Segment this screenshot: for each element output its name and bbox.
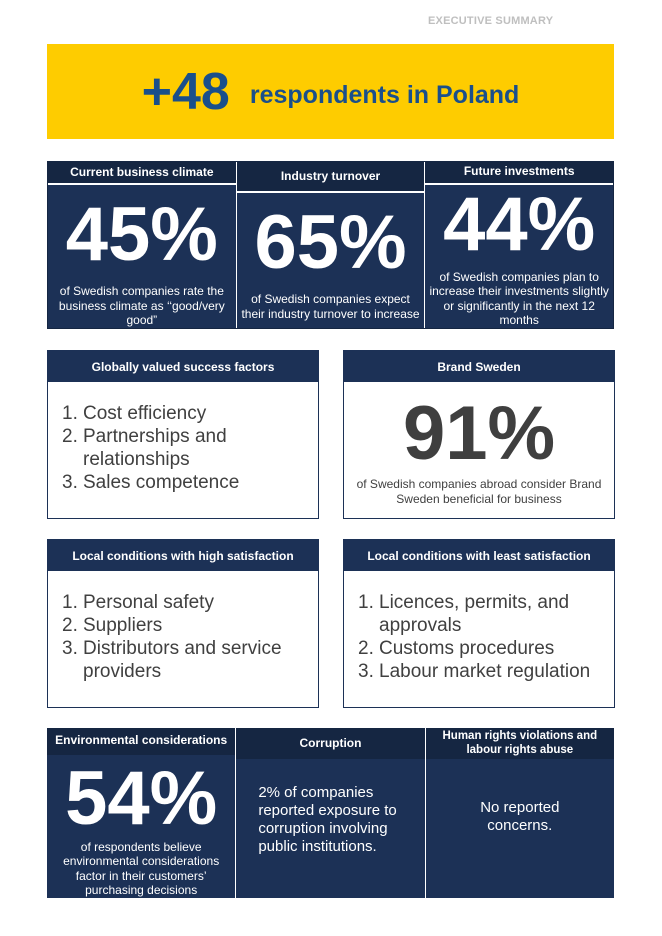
list-item: 3. Labour market regulation	[358, 661, 591, 682]
section-label: EXECUTIVE SUMMARY	[428, 15, 554, 27]
success-factors-list: 1. Cost efficiency 2. Partnerships and rel…	[48, 382, 318, 494]
success-factors-box: Globally valued success factors 1. Cost e…	[47, 350, 319, 519]
stat-value: 65%	[254, 200, 407, 285]
brand-description: of Swedish companies abroad consider Bra…	[356, 477, 602, 506]
panel-title: Environmental considerations	[47, 728, 236, 755]
box-title: Local conditions with high satisfaction	[48, 540, 318, 571]
box-title: Local conditions with least satisfaction	[344, 540, 614, 571]
brand-value: 91%	[402, 391, 556, 476]
list-item: 1. Licences, permits, and approvals	[358, 592, 570, 636]
stat-title: Industry turnover	[236, 162, 425, 193]
list-item: 3. Distributors and service providers	[62, 638, 282, 682]
human-rights: Human rights violations and labour right…	[424, 728, 614, 898]
respondents-banner: +48 respondents in Poland	[47, 44, 614, 139]
list-item: 2. Suppliers	[62, 615, 163, 636]
stat-title: Current business climate	[48, 162, 236, 186]
respondents-text: respondents in Poland	[249, 81, 520, 109]
least-satisfaction-list: 1. Licences, permits, and approvals 2. Cus…	[344, 571, 614, 683]
box-title: Brand Sweden	[344, 351, 614, 382]
brand-sweden-box: Brand Sweden 91% of Swedish companies ab…	[343, 350, 615, 519]
stat-title: Future investments	[425, 162, 614, 185]
key-stats-panel: Current business climate 45% of Swedish …	[47, 161, 614, 329]
stat-business-climate: Current business climate 45% of Swedish …	[48, 162, 236, 328]
least-satisfaction-box: Local conditions with least satisfaction…	[343, 539, 615, 708]
environmental-considerations: Environmental considerations 54% of resp…	[47, 728, 236, 898]
list-item: 2. Customs procedures	[358, 638, 555, 659]
list-item: 1. Personal safety	[62, 592, 214, 613]
high-satisfaction-box: Local conditions with high satisfaction …	[47, 539, 319, 708]
high-satisfaction-list: 1. Personal safety 2. Suppliers 3. Distribu…	[48, 571, 318, 683]
stat-description: of Swedish companies plan to increase th…	[429, 269, 609, 328]
list-item: 3. Sales competence	[62, 472, 240, 493]
stat-description: of Swedish companies rate the business c…	[58, 284, 225, 328]
stat-value: 44%	[443, 181, 596, 267]
list-item: 2. Partnerships and relationships	[62, 426, 227, 470]
corruption-description: 2% of companies reported exposure to cor…	[258, 784, 397, 855]
sustainability-panel: Environmental considerations 54% of resp…	[47, 728, 614, 898]
respondents-count: +48	[141, 62, 230, 121]
environment-value: 54%	[65, 755, 218, 841]
box-title: Globally valued success factors	[48, 351, 318, 382]
stat-description: of Swedish companies expect their indust…	[241, 292, 420, 321]
corruption: Corruption 2% of companies reported expo…	[235, 728, 425, 898]
list-item: 1. Cost efficiency	[62, 403, 207, 424]
stat-value: 45%	[65, 192, 218, 278]
panel-title: Human rights violations and labour right…	[425, 728, 614, 759]
human-rights-description: No reported concerns.	[480, 798, 560, 834]
environment-description: of respondents believe environmental con…	[63, 839, 220, 898]
stat-industry-turnover: Industry turnover 65% of Swedish compani…	[235, 162, 425, 328]
stat-future-investments: Future investments 44% of Swedish compan…	[424, 162, 614, 328]
panel-title: Corruption	[236, 728, 425, 759]
